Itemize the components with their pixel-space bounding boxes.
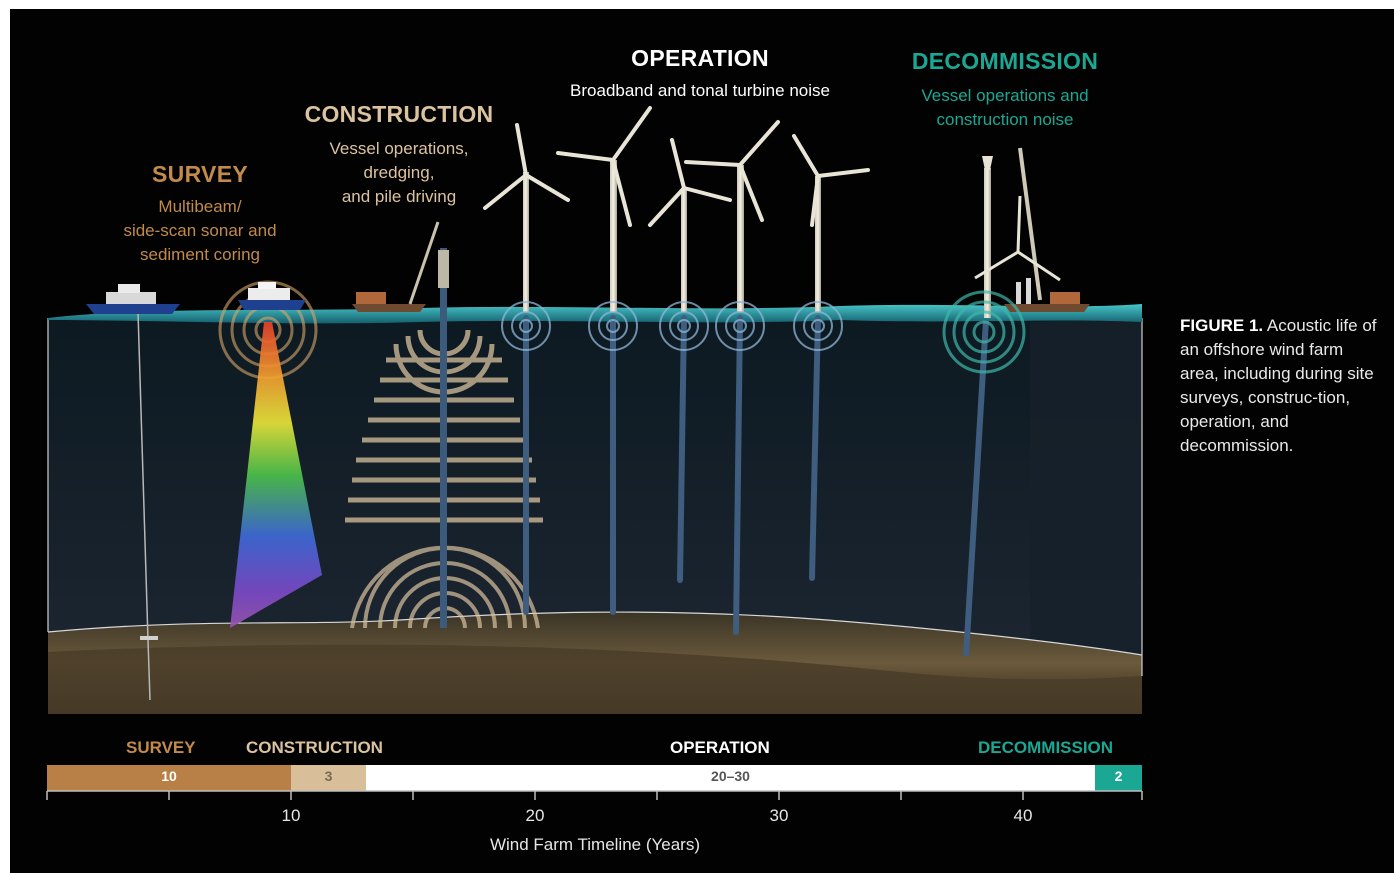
construction-line: dredging,	[363, 162, 435, 182]
timeline-ticks	[46, 791, 1143, 800]
construction-label: CONSTRUCTION Vessel operations, dredging…	[286, 100, 512, 209]
monopile	[438, 248, 449, 628]
timeline-bar	[46, 765, 1143, 800]
operation-line: Broadband and tonal turbine noise	[570, 80, 830, 100]
timeline-segment-survey	[47, 765, 291, 791]
construction-line: and pile driving	[341, 186, 457, 206]
timeline-segment-decommission	[1095, 765, 1142, 791]
cube-side	[1030, 318, 1142, 655]
turbine-2	[556, 106, 652, 615]
decommission-noise-rings	[942, 290, 1026, 374]
timeline-segment-label: 3	[324, 768, 333, 784]
seabed-front	[48, 644, 1142, 714]
timeline-header-operation: OPERATION	[670, 738, 770, 757]
figure-caption: FIGURE 1. Acoustic life of an offshore w…	[1180, 314, 1380, 458]
survey-description: Multibeam/ side-scan sonar and sediment …	[95, 195, 305, 267]
caption-label: FIGURE 1.	[1180, 316, 1264, 335]
timeline-segment-operation	[366, 765, 1095, 791]
timeline-tick-label: 40	[1013, 806, 1033, 825]
construction-barge	[352, 221, 440, 312]
turbine-noise-rings	[501, 301, 843, 351]
turbine-4	[684, 120, 780, 635]
multibeam-swath	[230, 322, 322, 628]
timeline-header-survey: SURVEY	[126, 738, 196, 757]
decommission-label: DECOMMISSION Vessel operations and const…	[890, 47, 1120, 132]
survey-line: Multibeam/	[158, 196, 242, 216]
timeline-segment-label: 2	[1114, 768, 1123, 784]
turbine-5	[792, 134, 870, 581]
construction-title: CONSTRUCTION	[304, 101, 494, 127]
timeline-segment-label: 20–30	[711, 768, 750, 784]
turbine-1	[483, 123, 570, 615]
decommission-line: construction noise	[936, 109, 1074, 129]
operation-label: OPERATION Broadband and tonal turbine no…	[520, 44, 880, 103]
timeline-segment-construction	[291, 765, 366, 791]
construction-line: Vessel operations,	[329, 138, 469, 158]
caption-text: Acoustic life of an offshore wind farm a…	[1180, 316, 1377, 455]
timeline-header-construction: CONSTRUCTION	[246, 738, 383, 757]
survey-label: SURVEY Multibeam/ side-scan sonar and se…	[95, 160, 305, 267]
decommission-description: Vessel operations and construction noise	[890, 84, 1120, 132]
survey-vessel-1	[86, 284, 180, 314]
turbine-3	[648, 138, 732, 583]
timeline-header-decommission: DECOMMISSION	[978, 738, 1114, 757]
wind-turbines	[483, 106, 870, 635]
survey-line: side-scan sonar and	[123, 220, 277, 240]
construction-description: Vessel operations, dredging, and pile dr…	[286, 137, 512, 209]
survey-title: SURVEY	[152, 161, 248, 187]
timeline-axis-title: Wind Farm Timeline (Years)	[489, 835, 701, 854]
sea-surface	[48, 304, 1142, 324]
timeline-tick-label: 20	[525, 806, 545, 825]
survey-vessel-2	[238, 282, 306, 310]
timeline-tick-label: 30	[769, 806, 789, 825]
timeline-tick-label: 10	[281, 806, 301, 825]
operation-title: OPERATION	[631, 45, 769, 71]
timeline-segment-label: 10	[161, 768, 177, 784]
water-column	[48, 318, 1142, 655]
survey-line: sediment coring	[139, 244, 260, 264]
decommission-structures	[963, 147, 1090, 657]
operation-description: Broadband and tonal turbine noise	[520, 79, 880, 103]
decommission-line: Vessel operations and	[921, 85, 1089, 105]
decommission-title: DECOMMISSION	[911, 48, 1099, 74]
